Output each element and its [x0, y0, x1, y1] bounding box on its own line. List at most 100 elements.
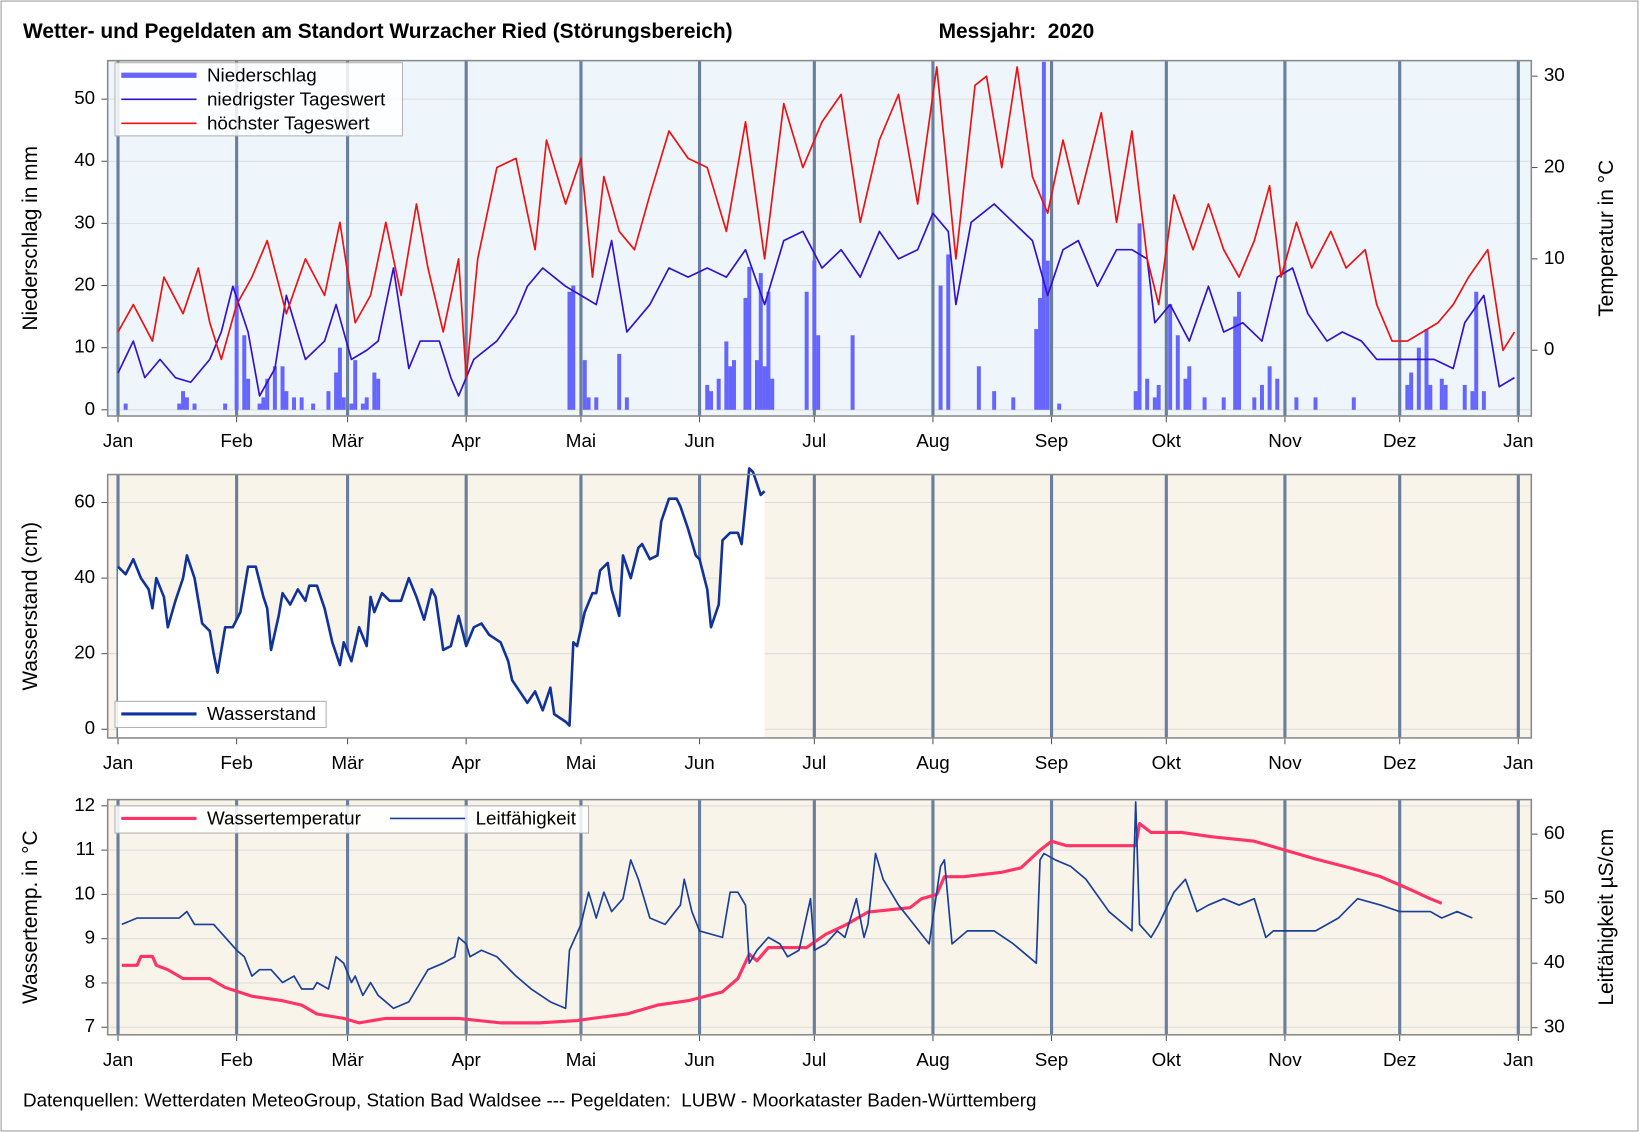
- x-tick-label: Jun: [684, 1049, 714, 1070]
- bar: [1187, 366, 1192, 410]
- x-tick-label: Jan: [103, 1049, 133, 1070]
- bar: [181, 391, 186, 410]
- bar: [1439, 378, 1444, 410]
- legend-label: Niederschlag: [207, 64, 317, 85]
- bar: [1057, 403, 1062, 410]
- line: [117, 203, 1515, 397]
- x-tick-label: Mai: [566, 430, 596, 451]
- bar: [223, 403, 228, 410]
- y2-tick-label: 30: [1544, 1016, 1565, 1037]
- bar: [992, 391, 997, 410]
- x-tick-label: Okt: [1152, 752, 1182, 773]
- y-tick-label: 20: [74, 642, 95, 663]
- y2-tick-label: 50: [1544, 887, 1565, 908]
- bar: [1252, 397, 1257, 410]
- bar: [311, 403, 316, 410]
- x-tick-label: Feb: [220, 1049, 252, 1070]
- x-tick-label: Aug: [916, 430, 949, 451]
- x-tick-label: Sep: [1035, 1049, 1068, 1070]
- y-tick-label: 40: [74, 149, 95, 170]
- x-tick-label: Nov: [1268, 430, 1302, 451]
- x-tick-label: Sep: [1035, 752, 1068, 773]
- bar: [1202, 397, 1207, 410]
- bar: [816, 335, 821, 410]
- bar: [804, 291, 809, 410]
- bar: [976, 366, 981, 410]
- y-tick-label: 12: [74, 794, 95, 815]
- bar: [1351, 397, 1356, 410]
- bar: [1011, 397, 1016, 410]
- bar: [1462, 384, 1467, 410]
- x-tick-label: Jan: [103, 430, 133, 451]
- bar: [1416, 347, 1421, 410]
- y2-axis-label: Temperatur in °C: [1595, 160, 1618, 317]
- x-tick-label: Mai: [566, 752, 596, 773]
- x-tick-label: Dez: [1383, 430, 1416, 451]
- chart-title: Wetter- und Pegeldaten am Standort Wurza…: [23, 20, 733, 43]
- bar: [349, 403, 354, 410]
- legend-label: höchster Tageswert: [207, 112, 370, 133]
- bar: [364, 397, 369, 410]
- bar: [1470, 391, 1475, 410]
- legend-label: Wassertemperatur: [207, 807, 361, 828]
- y-axis-label: Niederschlag in mm: [19, 146, 42, 331]
- bar: [770, 378, 775, 410]
- bar: [1259, 384, 1264, 410]
- bar: [728, 366, 733, 410]
- bar: [257, 403, 262, 410]
- x-tick-label: Jan: [1503, 430, 1533, 451]
- line: [117, 467, 766, 727]
- footer: Datenquellen: Wetterdaten MeteoGroup, St…: [23, 1090, 1036, 1111]
- bar: [594, 397, 599, 410]
- bar: [709, 391, 714, 410]
- bar: [812, 260, 817, 410]
- bar: [1275, 378, 1280, 410]
- bar: [1152, 397, 1157, 410]
- bar: [758, 273, 763, 410]
- x-tick-label: Jul: [802, 430, 826, 451]
- y-tick-label: 50: [74, 87, 95, 108]
- bar: [1168, 304, 1173, 410]
- bar: [1133, 391, 1138, 410]
- x-tick-label: Dez: [1383, 1049, 1416, 1070]
- bar: [1183, 378, 1188, 410]
- y2-tick-label: 20: [1544, 155, 1565, 176]
- y-axis-label: Wasserstand (cm): [19, 522, 42, 691]
- bar: [938, 285, 943, 410]
- x-tick-label: Apr: [452, 1049, 481, 1070]
- bar: [724, 341, 729, 410]
- bar: [234, 285, 239, 410]
- legend-label: Wasserstand: [207, 703, 316, 724]
- bar: [1294, 397, 1299, 410]
- bar: [360, 403, 365, 410]
- x-tick-label: Dez: [1383, 752, 1416, 773]
- bar: [1267, 366, 1272, 410]
- x-tick-label: Okt: [1152, 1049, 1182, 1070]
- bar: [705, 384, 710, 410]
- bar: [376, 378, 381, 410]
- bar: [946, 254, 951, 410]
- y-tick-label: 40: [74, 566, 95, 587]
- bar: [1221, 397, 1226, 410]
- x-tick-label: Jul: [802, 1049, 826, 1070]
- x-tick-label: Apr: [452, 752, 481, 773]
- line: [121, 821, 1443, 1025]
- bar: [265, 378, 270, 410]
- plot-area: [107, 799, 1532, 1035]
- bar: [1237, 291, 1241, 410]
- x-tick-label: Sep: [1035, 430, 1068, 451]
- bar: [337, 347, 342, 410]
- bar: [1405, 384, 1410, 410]
- x-tick-label: Aug: [916, 752, 949, 773]
- y-tick-label: 0: [85, 717, 95, 738]
- bar: [192, 403, 197, 410]
- bar: [1481, 391, 1486, 410]
- bar: [1474, 291, 1479, 410]
- y2-tick-label: 10: [1544, 247, 1565, 268]
- line: [121, 801, 1473, 1010]
- bar: [177, 403, 182, 410]
- bar: [1045, 260, 1050, 410]
- bar: [280, 366, 285, 410]
- bar: [123, 403, 128, 410]
